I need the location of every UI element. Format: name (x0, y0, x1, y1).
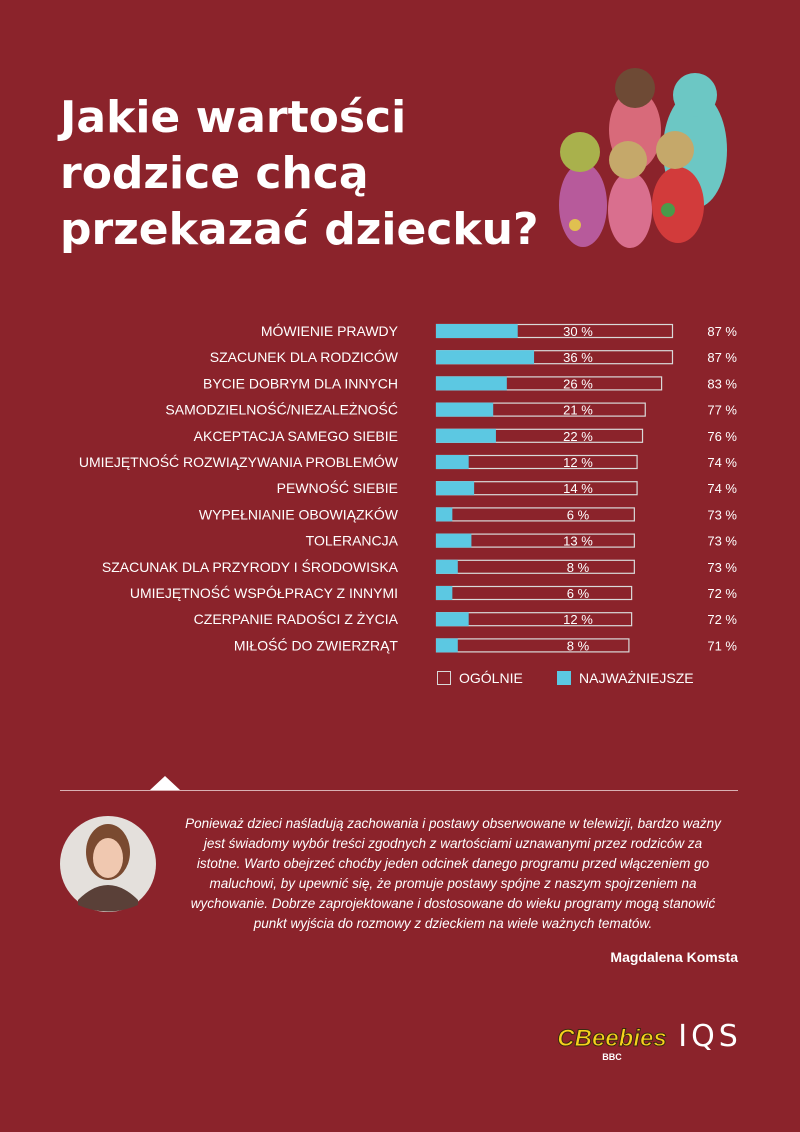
chart: MÓWIENIE PRAWDY 30 % 87 % SZACUNEK DLA RODZ… (79, 323, 738, 653)
bar-value-label: 12 % (563, 612, 593, 627)
overall-value-label: 71 % (707, 638, 737, 653)
bar-most-important (436, 612, 469, 627)
quote-line: maluchowi, by upewnić się, że promuje po… (210, 876, 697, 891)
category-label: WYPEŁNIANIE OBOWIĄZKÓW (199, 506, 399, 522)
category-label: TOLERANCJA (306, 533, 399, 549)
bbc-logo: BBC (602, 1052, 622, 1062)
quote-line: jest świadomy wybór treści zgodnych z wa… (202, 836, 703, 851)
bar-most-important (436, 428, 496, 443)
title: Jakie wartości rodzice chcą przekazać dz… (57, 92, 539, 255)
legend-swatch (437, 671, 451, 685)
category-label: MIŁOŚĆ DO ZWIERZRĄT (234, 636, 399, 653)
overall-value-label: 83 % (707, 376, 737, 391)
bar-most-important (436, 376, 507, 391)
legend-label: NAJWAŻNIEJSZE (579, 669, 694, 686)
logos: CBeebies BBC IQS (557, 1019, 742, 1062)
legend-label: OGÓLNIE (459, 670, 523, 686)
overall-value-label: 76 % (707, 429, 737, 444)
quote-line: punkt wyjścia do rozmowy z dzieckiem na … (253, 916, 652, 931)
legend-swatch (557, 671, 571, 685)
bar-most-important (436, 586, 453, 600)
bar-value-label: 14 % (563, 481, 593, 496)
bar-most-important (436, 507, 453, 522)
title-line: Jakie wartości (57, 92, 406, 143)
bar-most-important (436, 481, 475, 496)
overall-value-label: 73 % (707, 507, 737, 522)
bar-most-important (436, 324, 518, 338)
photo-detail (78, 885, 138, 912)
cbeebies-logo: CBeebies (557, 1025, 666, 1052)
bar-most-important (436, 402, 494, 417)
category-label: SZACUNEK DLA RODZICÓW (210, 349, 399, 365)
bar-most-important (436, 455, 469, 469)
quote-line: Ponieważ dzieci naśladują zachowania i p… (185, 816, 722, 831)
overall-value-label: 74 % (707, 481, 737, 496)
title-line: przekazać dziecku? (60, 204, 539, 255)
overall-value-label: 72 % (707, 612, 737, 627)
category-label: PEWNOŚĆ SIEBIE (277, 479, 398, 496)
category-label: UMIEJĘTNOŚĆ ROZWIĄZYWANIA PROBLEMÓW (79, 453, 399, 470)
overall-value-label: 87 % (707, 324, 737, 339)
bar-most-important (436, 533, 472, 548)
category-label: MÓWIENIE PRAWDY (261, 323, 399, 339)
bar-value-label: 22 % (563, 429, 593, 444)
category-label: SAMODZIELNOŚĆ/NIEZALEŻNOŚĆ (165, 401, 398, 418)
bar-value-label: 12 % (563, 455, 593, 470)
quote-text: Ponieważ dzieci naśladują zachowania i p… (185, 816, 722, 931)
overall-value-label: 73 % (707, 534, 737, 549)
category-label: BYCIE DOBRYM DLA INNYCH (203, 375, 398, 391)
bar-value-label: 21 % (563, 403, 593, 418)
bar-most-important (436, 350, 535, 365)
characters-illustration (559, 68, 727, 248)
bar-value-label: 6 % (567, 507, 590, 522)
overall-value-label: 72 % (707, 586, 737, 601)
category-label: CZERPANIE RADOŚCI Z ŻYCIA (194, 610, 399, 627)
bar-value-label: 36 % (563, 350, 593, 365)
bar-value-label: 8 % (567, 638, 590, 653)
divider-pointer (150, 776, 180, 790)
overall-value-label: 87 % (707, 350, 737, 365)
title-line: rodzice chcą (60, 148, 369, 199)
category-label: UMIEJĘTNOŚĆ WSPÓŁPRACY Z INNYMI (130, 584, 398, 601)
bar-value-label: 13 % (563, 534, 593, 549)
author-name: Magdalena Komsta (610, 949, 738, 965)
overall-value-label: 73 % (707, 560, 737, 575)
overall-value-label: 74 % (707, 455, 737, 470)
quote-line: wychowanie. Dobrze zaprojektowane i dost… (191, 896, 716, 911)
iqs-logo: IQS (678, 1019, 742, 1054)
bar-most-important (436, 638, 458, 653)
overall-value-label: 77 % (707, 403, 737, 418)
bar-value-label: 6 % (567, 586, 590, 601)
bar-value-label: 30 % (563, 324, 593, 339)
bar-value-label: 26 % (563, 376, 593, 391)
legend: OGÓLNIE NAJWAŻNIEJSZE (437, 669, 694, 686)
bar-value-label: 8 % (567, 560, 590, 575)
quote-line: istotne. Warto obejrzeć choćby jeden odc… (197, 856, 710, 871)
category-label: SZACUNAK DLA PRZYRODY I ŚRODOWISKA (102, 558, 399, 575)
category-label: AKCEPTACJA SAMEGO SIEBIE (194, 428, 398, 444)
photo-detail (93, 838, 123, 878)
quote-section: Ponieważ dzieci naśladują zachowania i p… (60, 776, 738, 965)
bar-most-important (436, 559, 458, 574)
